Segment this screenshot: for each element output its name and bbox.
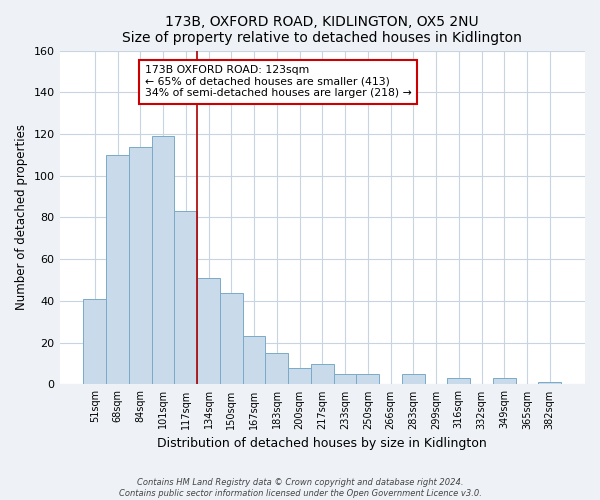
Bar	[288, 368, 311, 384]
Title: 173B, OXFORD ROAD, KIDLINGTON, OX5 2NU
Size of property relative to detached hou: 173B, OXFORD ROAD, KIDLINGTON, OX5 2NU S…	[122, 15, 522, 45]
X-axis label: Distribution of detached houses by size in Kidlington: Distribution of detached houses by size …	[157, 437, 487, 450]
Bar	[220, 292, 242, 384]
Bar	[242, 336, 265, 384]
Bar	[265, 353, 288, 384]
Bar	[493, 378, 515, 384]
Bar	[538, 382, 561, 384]
Bar	[402, 374, 425, 384]
Bar	[311, 364, 334, 384]
Bar	[83, 299, 106, 384]
Bar	[334, 374, 356, 384]
Text: 173B OXFORD ROAD: 123sqm
← 65% of detached houses are smaller (413)
34% of semi-: 173B OXFORD ROAD: 123sqm ← 65% of detach…	[145, 65, 412, 98]
Text: Contains HM Land Registry data © Crown copyright and database right 2024.
Contai: Contains HM Land Registry data © Crown c…	[119, 478, 481, 498]
Bar	[152, 136, 175, 384]
Bar	[175, 211, 197, 384]
Bar	[356, 374, 379, 384]
Bar	[106, 155, 129, 384]
Bar	[448, 378, 470, 384]
Bar	[197, 278, 220, 384]
Y-axis label: Number of detached properties: Number of detached properties	[15, 124, 28, 310]
Bar	[129, 146, 152, 384]
